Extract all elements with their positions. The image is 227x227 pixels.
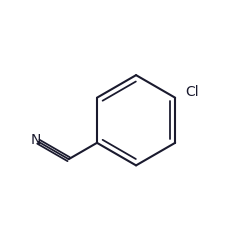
Text: Cl: Cl	[185, 85, 199, 99]
Text: N: N	[30, 133, 41, 147]
